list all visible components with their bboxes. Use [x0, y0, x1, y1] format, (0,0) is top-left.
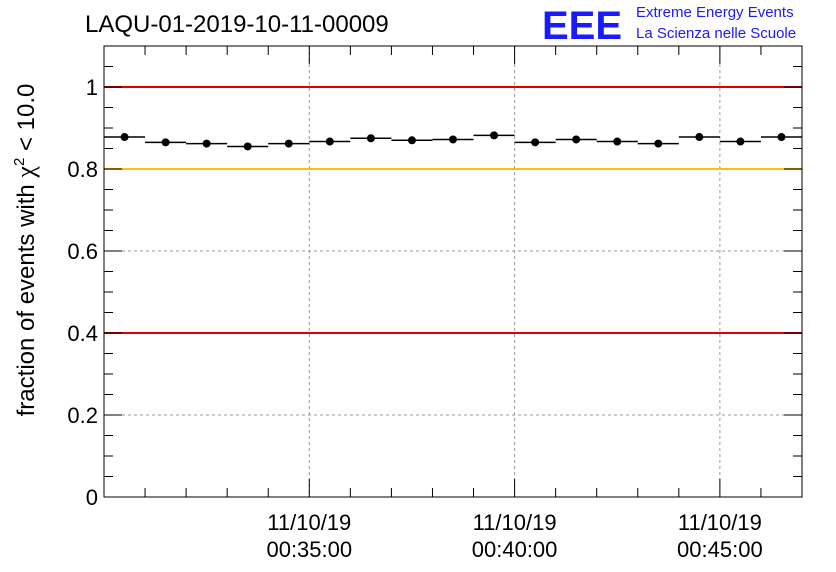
x-tick-date: 11/10/19 — [678, 510, 762, 535]
data-point — [736, 137, 745, 146]
logo-mark: EEE — [542, 4, 622, 48]
y-axis-label: fraction of events with χ2 < 10.0 — [11, 84, 40, 417]
data-point — [449, 135, 457, 144]
y-axis-label-prefix: fraction of events with — [13, 178, 40, 417]
y-tick-label: 0.2 — [67, 403, 98, 428]
y-tick-label: 0 — [86, 485, 98, 510]
data-point — [695, 133, 704, 142]
y-tick-label: 1 — [86, 75, 98, 100]
reference-lines — [104, 86, 802, 334]
x-tick-date: 11/10/19 — [473, 510, 557, 535]
logo-line-1: Extreme Energy Events — [636, 4, 794, 21]
data-point — [572, 135, 581, 144]
y-axis-label-superscript: 2 — [11, 158, 28, 166]
y-axis-label-suffix: < 10.0 — [13, 84, 40, 158]
data-point — [284, 139, 293, 148]
data-point — [366, 134, 375, 143]
data-point — [654, 139, 663, 148]
y-tick-label: 0.6 — [67, 239, 98, 264]
data-point — [202, 139, 211, 148]
y-tick-label: 0.8 — [67, 157, 98, 182]
data-point — [325, 137, 334, 146]
eee-logo: EEE Extreme Energy Events La Scienza nel… — [542, 4, 796, 48]
x-tick-time: 00:40:00 — [472, 537, 558, 562]
data-point — [613, 137, 622, 146]
axis-ticks: 00.20.40.60.8111/10/1900:35:0011/10/1900… — [67, 45, 803, 562]
x-tick-time: 00:35:00 — [266, 537, 352, 562]
data-point — [161, 138, 170, 147]
x-tick-time: 00:45:00 — [677, 537, 763, 562]
data-point — [531, 138, 540, 147]
grid-lines — [104, 46, 802, 497]
data-points — [104, 131, 802, 151]
logo-line-2: La Scienza nelle Scuole — [636, 25, 796, 42]
chi-symbol: χ — [11, 166, 40, 179]
y-tick-label: 0.4 — [67, 321, 98, 346]
chart-title: LAQU-01-2019-10-11-00009 — [85, 11, 389, 38]
x-tick-date: 11/10/19 — [267, 510, 351, 535]
plot-frame — [103, 45, 803, 498]
data-point — [777, 133, 786, 142]
data-point — [490, 131, 499, 140]
data-point — [407, 136, 416, 145]
data-point — [243, 142, 252, 151]
data-point — [120, 133, 129, 142]
